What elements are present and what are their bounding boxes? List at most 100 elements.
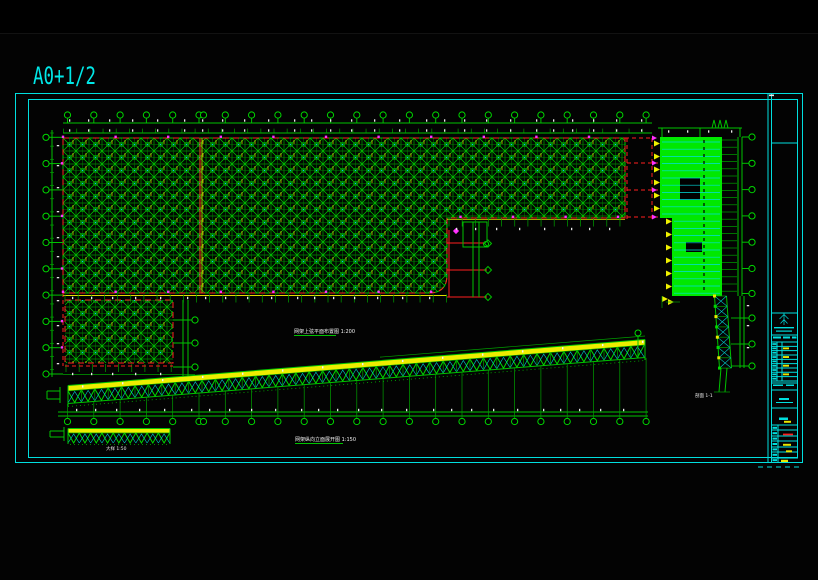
dim-text-mark [202, 119, 204, 122]
grid-bubble [42, 160, 50, 168]
grid-bubble [300, 111, 308, 119]
grid-bubble [510, 417, 519, 426]
grid-bubble [537, 111, 545, 119]
dim-text-mark [553, 129, 555, 132]
dim-text-mark [268, 119, 270, 122]
node-mark [535, 135, 538, 138]
grid-bubble [191, 339, 199, 347]
dim-text-mark [72, 296, 74, 300]
dim-text-mark [160, 372, 162, 376]
dim-text-mark [56, 145, 60, 147]
dim-text-mark [486, 119, 488, 122]
drawing-labels: 网架上弦平面布置图 1:200 网架纵向立面展开图 1:150 大样 1:50 … [106, 328, 713, 452]
dim-text-mark [333, 296, 335, 300]
dim-text-mark [187, 296, 189, 300]
dim-text-mark [56, 300, 60, 302]
dim-text-mark [56, 256, 60, 258]
node-mark [459, 215, 462, 218]
lower-left-side-bubbles [173, 300, 199, 377]
dim-text-mark [496, 227, 498, 231]
grid-bubble [90, 111, 98, 119]
grid-bubble [748, 289, 756, 298]
grid-bubble [353, 111, 361, 119]
plan-region-lower-left [65, 300, 173, 363]
dim-text-mark [157, 119, 159, 122]
grid-bubble [484, 417, 492, 426]
main-truss-elevation [46, 329, 646, 407]
node-mark [219, 290, 222, 293]
truss-top-chord-band [68, 339, 645, 391]
grid-bubble [300, 417, 308, 426]
dim-text-mark [354, 296, 356, 300]
grid-bubble [274, 417, 282, 426]
inner-border [28, 99, 798, 458]
node-mark [114, 290, 117, 293]
node-mark [272, 135, 275, 138]
grid-bubble [616, 417, 624, 426]
grid-bubble [563, 417, 571, 426]
grid-bubble [42, 291, 50, 299]
dim-text-mark [593, 129, 595, 132]
dim-text-mark [76, 408, 78, 412]
dim-text-mark [69, 119, 71, 122]
grid-bubble [42, 186, 50, 194]
dim-text-mark [247, 296, 249, 300]
grid-bubble [748, 133, 756, 141]
dim-text-mark [191, 408, 193, 412]
grid-bubble [221, 111, 229, 119]
node-mark [60, 319, 64, 323]
grid-bubble [748, 314, 756, 322]
dim-text-mark [536, 119, 538, 122]
grid-bubble [589, 417, 598, 426]
dim-text-mark [56, 187, 60, 189]
grid-bubble [169, 417, 177, 426]
grid-bubble [42, 344, 50, 352]
edge-tick-rows [63, 218, 621, 375]
node-mark [511, 215, 515, 218]
dim-text-mark [164, 408, 166, 412]
dim-text-mark [572, 119, 574, 122]
grid-bubble [748, 238, 756, 246]
micro-dimension-text [56, 119, 750, 412]
dim-text-mark [132, 119, 134, 122]
column-callout-lines [447, 221, 493, 302]
dim-text-mark [56, 277, 60, 279]
node-mark [61, 290, 65, 293]
dim-text-mark [318, 408, 320, 412]
grid-bubble [42, 317, 50, 325]
grid-bubble [748, 340, 756, 348]
title-block-rows [771, 327, 798, 463]
small-truss-detail [49, 427, 171, 445]
dim-text-mark [222, 119, 224, 122]
dim-text-mark [297, 296, 299, 300]
dim-text-mark [72, 372, 74, 376]
grid-bubble [634, 329, 642, 337]
node-mark [219, 135, 222, 138]
dim-text-mark [88, 129, 90, 132]
grid-bubble [748, 264, 756, 273]
dim-text-mark [337, 408, 339, 412]
grid-bubble [116, 111, 124, 119]
dim-text-mark [294, 129, 296, 132]
node-mark [114, 135, 117, 138]
dim-text-mark [56, 211, 60, 213]
dim-text-mark [444, 119, 446, 122]
dim-text-mark [56, 325, 60, 327]
left-dimension-column [42, 130, 63, 378]
outer-border [15, 93, 803, 463]
dim-text-mark [746, 347, 750, 349]
dim-text-mark [351, 119, 353, 122]
node-mark [482, 135, 485, 138]
node-mark [564, 215, 567, 218]
dim-text-mark [225, 296, 227, 300]
dim-text-mark [731, 130, 733, 133]
dim-text-mark [668, 130, 670, 133]
grid-bubble [458, 417, 466, 426]
grid-bubble [589, 111, 598, 119]
dim-text-mark [544, 227, 546, 231]
node-mark [430, 290, 433, 293]
node-mark [377, 290, 380, 293]
right-section-strip [654, 119, 743, 308]
grid-bubble [432, 111, 440, 119]
